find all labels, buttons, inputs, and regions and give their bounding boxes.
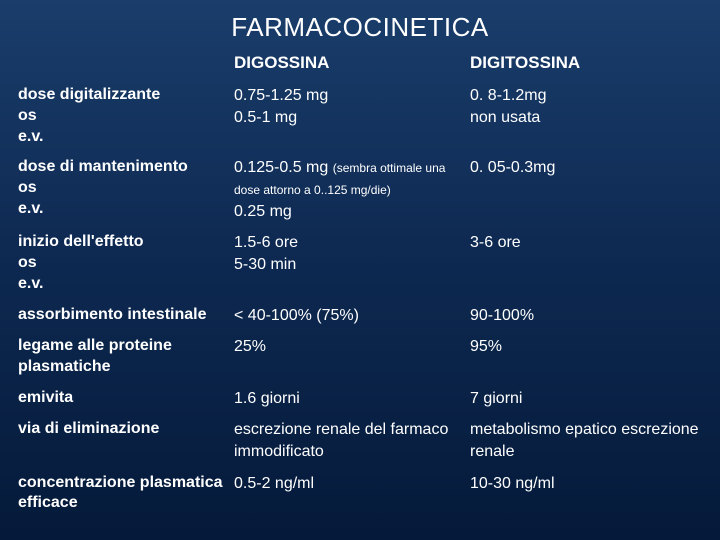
row-c2: 90-100% xyxy=(470,299,702,331)
row-label: legame alle proteine plasmatiche xyxy=(18,330,228,382)
row-c1: 1.6 giorni xyxy=(234,382,464,414)
col-header-digossina: DIGOSSINA xyxy=(234,53,464,79)
row-label: assorbimento intestinale xyxy=(18,299,228,331)
page-title: FARMACOCINETICA xyxy=(18,12,702,43)
row-c2: 3-6 ore xyxy=(470,226,702,298)
row-label: dose digitalizzante os e.v. xyxy=(18,79,228,151)
row-c1: 0.125-0.5 mg (sembra ottimale una dose a… xyxy=(234,151,464,226)
pk-table: DIGOSSINA DIGITOSSINA dose digitalizzant… xyxy=(18,53,702,518)
row-label: concentrazione plasmatica efficace xyxy=(18,467,228,519)
row-c1: escrezione renale del farmaco immodifica… xyxy=(234,413,464,466)
row-c2: 0. 8-1.2mg non usata xyxy=(470,79,702,151)
col-header-label xyxy=(18,53,228,79)
row-c1: 0.5-2 ng/ml xyxy=(234,467,464,519)
row-c1: 1.5-6 ore 5-30 min xyxy=(234,226,464,298)
row-label: dose di mantenimento os e.v. xyxy=(18,151,228,226)
row-c2: metabolismo epatico escrezione renale xyxy=(470,413,702,466)
row-c1-line2: 0.25 mg xyxy=(234,203,292,220)
row-c1: < 40-100% (75%) xyxy=(234,299,464,331)
row-c2: 95% xyxy=(470,330,702,382)
slide: FARMACOCINETICA DIGOSSINA DIGITOSSINA do… xyxy=(0,0,720,540)
row-c2: 10-30 ng/ml xyxy=(470,467,702,519)
row-label: inizio dell'effetto os e.v. xyxy=(18,226,228,298)
row-c2: 7 giorni xyxy=(470,382,702,414)
col-header-digitossina: DIGITOSSINA xyxy=(470,53,702,79)
row-c1-line1: 0.125-0.5 mg xyxy=(234,159,328,176)
row-c1: 25% xyxy=(234,330,464,382)
row-label: via di eliminazione xyxy=(18,413,228,466)
row-c1: 0.75-1.25 mg 0.5-1 mg xyxy=(234,79,464,151)
row-c2: 0. 05-0.3mg xyxy=(470,151,702,226)
row-label: emivita xyxy=(18,382,228,414)
